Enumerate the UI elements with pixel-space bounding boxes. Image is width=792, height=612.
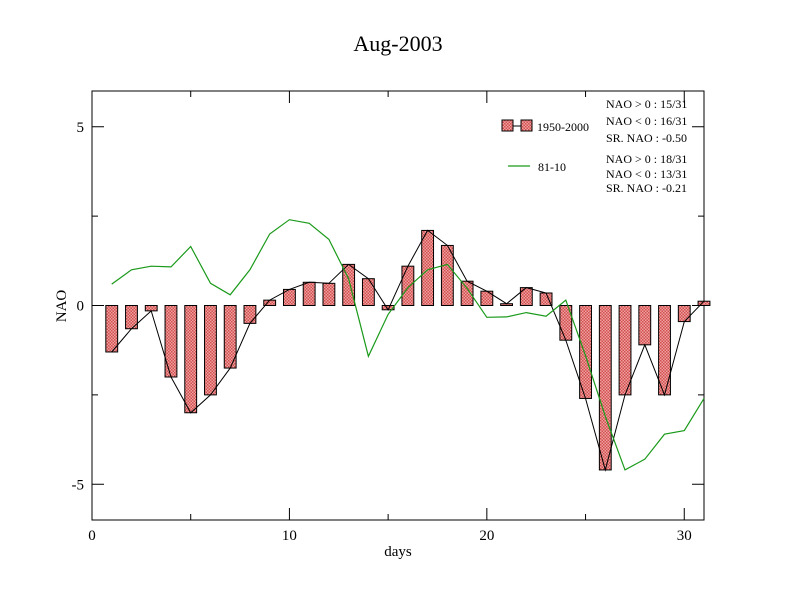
- bar-1950-2000: [579, 305, 592, 399]
- legend: 1950-2000 81-10 NAO > 0 : 15/31 NAO < 0 : 1…: [501, 97, 687, 195]
- bar-1950-2000: [440, 244, 454, 307]
- plot-area: 0 10 20 30 -5 0 5: [72, 90, 711, 544]
- bar-1950-2000: [658, 305, 671, 396]
- stats-text: NAO > 0 : 18/31: [606, 152, 687, 166]
- stats-text: NAO < 0 : 13/31: [606, 167, 687, 181]
- bar-1950-2000: [322, 282, 336, 306]
- bar-1950-2000: [421, 229, 435, 306]
- stats-text: SR. NAO : -0.21: [606, 181, 687, 195]
- bar-1950-2000: [598, 305, 612, 471]
- x-tick-label: 20: [479, 528, 494, 544]
- bar-1950-2000: [302, 281, 316, 307]
- bar-1950-2000: [164, 305, 178, 378]
- y-tick-label: 5: [77, 120, 85, 136]
- y-tick-label: 0: [77, 299, 85, 315]
- legend-swatch-1950-2000: [520, 119, 533, 132]
- bar-1950-2000: [144, 305, 158, 312]
- y-axis-label: NAO: [54, 290, 70, 323]
- bar-1950-2000: [361, 278, 375, 306]
- x-axis-label: days: [384, 544, 412, 560]
- y-tick-label: -5: [72, 477, 85, 493]
- bar-1950-2000: [519, 287, 533, 306]
- stats-text: NAO > 0 : 15/31: [606, 97, 687, 111]
- bar-1950-2000: [105, 305, 119, 353]
- line-81-10: [111, 219, 705, 471]
- stats-text: NAO < 0 : 16/31: [606, 114, 687, 128]
- x-tick-label: 10: [282, 528, 297, 544]
- chart-title: Aug-2003: [353, 31, 442, 56]
- bar-1950-2000: [184, 305, 198, 414]
- bar-1950-2000: [243, 305, 257, 324]
- bar-1950-2000: [401, 265, 415, 306]
- bar-1950-2000: [638, 305, 652, 346]
- bar-1950-2000: [204, 305, 217, 396]
- bar-1950-2000: [677, 305, 691, 323]
- stats-text: SR. NAO : -0.50: [606, 131, 687, 145]
- legend-swatch-1950-2000: [501, 119, 514, 132]
- legend-label-81-10: 81-10: [538, 160, 566, 174]
- legend-label-1950-2000: 1950-2000: [537, 120, 589, 134]
- bar-1950-2000: [618, 305, 632, 396]
- x-tick-label: 30: [677, 528, 692, 544]
- line-1950-2000: [111, 229, 705, 472]
- x-tick-label: 0: [88, 528, 96, 544]
